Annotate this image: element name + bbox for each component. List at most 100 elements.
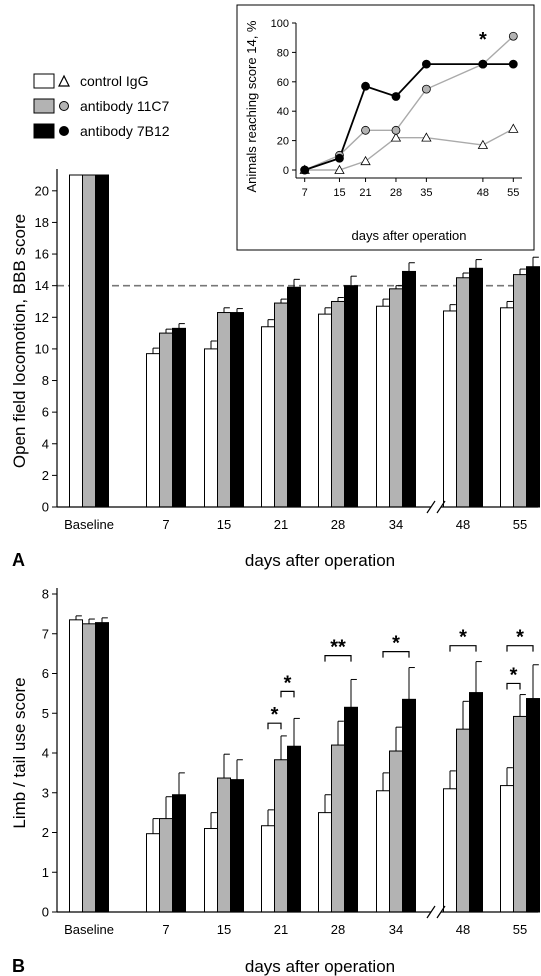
bar-antibody-7b12: [402, 698, 416, 913]
inset-x-tick-label: 55: [507, 187, 519, 199]
bar-antibody-11c7: [456, 728, 470, 913]
bar-control-igg: [318, 313, 332, 508]
inset-y-axis-title: Animals reaching score 14, %: [244, 20, 259, 192]
inset-point-triangle: [360, 155, 371, 166]
inset-point-circle: [361, 125, 370, 135]
y-tick-label: 8: [42, 587, 49, 602]
inset-point-circle: [421, 84, 431, 94]
inset-point-triangle: [508, 123, 519, 133]
bar-antibody-7b12: [469, 692, 483, 913]
bar-antibody-11c7: [331, 300, 345, 508]
inset-y-tick-label: 60: [277, 77, 289, 89]
bar-antibody-11c7: [331, 744, 345, 913]
inset-x-tick-label: 48: [477, 187, 489, 199]
legend-circle-marker-black: [59, 126, 69, 136]
x-tick-label: 15: [217, 517, 231, 532]
bar-control-igg: [376, 790, 390, 913]
x-tick-label: 21: [274, 517, 288, 532]
bar-antibody-11c7: [456, 277, 470, 508]
y-tick-label: 5: [42, 706, 49, 721]
bar-antibody-11c7: [513, 715, 527, 913]
y-tick-label: 6: [42, 405, 49, 420]
y-tick-label: 8: [42, 373, 49, 388]
bar-control-igg: [146, 353, 160, 508]
bar-antibody-7b12: [95, 174, 109, 508]
panel-label: A: [12, 550, 25, 570]
legend: control IgG antibody 11C7 antibody 7B12: [33, 73, 170, 139]
bar-antibody-11c7: [217, 312, 231, 508]
y-tick-label: 2: [42, 825, 49, 840]
x-tick-label: 34: [389, 517, 403, 532]
x-tick-label: 28: [331, 922, 345, 937]
x-tick-label: Baseline: [64, 922, 114, 937]
significance-star: **: [330, 637, 346, 659]
x-tick-label: 48: [456, 922, 470, 937]
axis-break-mark: [436, 500, 446, 514]
bar-antibody-7b12: [172, 327, 186, 508]
inset-x-tick-label: 28: [390, 187, 402, 199]
panel-a-bar-chart: Baseline 7 15 21 28 34 48 55 0 2 4 6 8 10 12 14 16 18 20 Op…: [10, 169, 540, 570]
panel-b-bar-chart: Baseline 7 15 21 28 34 48 55**** * * **012345678Li…: [10, 587, 540, 976]
y-tick-label: 1: [42, 865, 49, 880]
bar-antibody-11c7: [389, 288, 403, 508]
inset-x-tick-label: 7: [302, 187, 308, 199]
x-tick-label: 55: [513, 922, 527, 937]
y-tick-label: 14: [35, 278, 49, 293]
inset-point-circle: [421, 59, 431, 69]
significance-star: *: [510, 664, 518, 686]
bar-antibody-7b12: [344, 706, 358, 913]
inset-x-axis-title: days after operation: [352, 228, 467, 243]
x-tick-label: Baseline: [64, 517, 114, 532]
bar-control-igg: [261, 825, 275, 913]
significance-bracket: [280, 690, 295, 698]
legend-circle-marker-grey: [59, 101, 69, 111]
x-tick-label: 48: [456, 517, 470, 532]
bar-antibody-11c7: [82, 623, 96, 913]
significance-bracket: [382, 651, 410, 658]
inset-point-circle: [361, 81, 370, 91]
bar-control-igg: [146, 833, 160, 913]
bar-control-igg: [500, 307, 514, 508]
y-tick-label: 20: [35, 183, 49, 198]
axis-break-mark: [426, 500, 436, 514]
y-tick-label: 10: [35, 341, 49, 356]
y-tick-label: 16: [35, 247, 49, 262]
legend-item-7b12: antibody 7B12: [33, 123, 170, 139]
x-tick-label: 55: [513, 517, 527, 532]
legend-label-control: control IgG: [80, 73, 148, 89]
x-axis-title: days after operation: [245, 551, 395, 570]
bar-antibody-7b12: [230, 312, 244, 508]
bar-antibody-7b12: [526, 266, 540, 508]
bar-control-igg: [500, 785, 514, 913]
bar-control-igg: [376, 305, 390, 508]
inset-point-triangle: [334, 164, 345, 174]
inset-y-tick-label: 100: [271, 18, 289, 30]
legend-swatch-11c7: [33, 98, 55, 114]
inset-y-tick-label: 80: [277, 47, 289, 59]
bar-antibody-11c7: [159, 818, 173, 913]
y-tick-label: 0: [42, 905, 49, 920]
bar-antibody-7b12: [95, 622, 109, 913]
legend-item-11c7: antibody 11C7: [33, 98, 169, 114]
y-tick-label: 4: [42, 436, 49, 451]
x-tick-label: 7: [162, 517, 169, 532]
bar-antibody-7b12: [172, 794, 186, 913]
inset-x-tick-label: 15: [333, 187, 345, 199]
bar-antibody-11c7: [82, 174, 96, 508]
inset-point-circle: [508, 59, 518, 69]
y-tick-label: 2: [42, 468, 49, 483]
inset-point-triangle: [477, 139, 489, 149]
x-tick-label: 7: [162, 922, 169, 937]
bar-antibody-7b12: [469, 267, 483, 508]
significance-bracket: [449, 645, 477, 652]
y-axis-title: Limb / tail use score: [10, 677, 29, 828]
inset-point-circle: [478, 59, 488, 69]
bar-antibody-7b12: [344, 285, 358, 508]
bar-control-igg: [318, 812, 332, 913]
bar-antibody-11c7: [159, 332, 173, 508]
significance-star: *: [459, 627, 467, 649]
bar-antibody-11c7: [513, 274, 527, 508]
significance-bracket: [324, 655, 352, 662]
inset-point-circle: [335, 153, 344, 163]
